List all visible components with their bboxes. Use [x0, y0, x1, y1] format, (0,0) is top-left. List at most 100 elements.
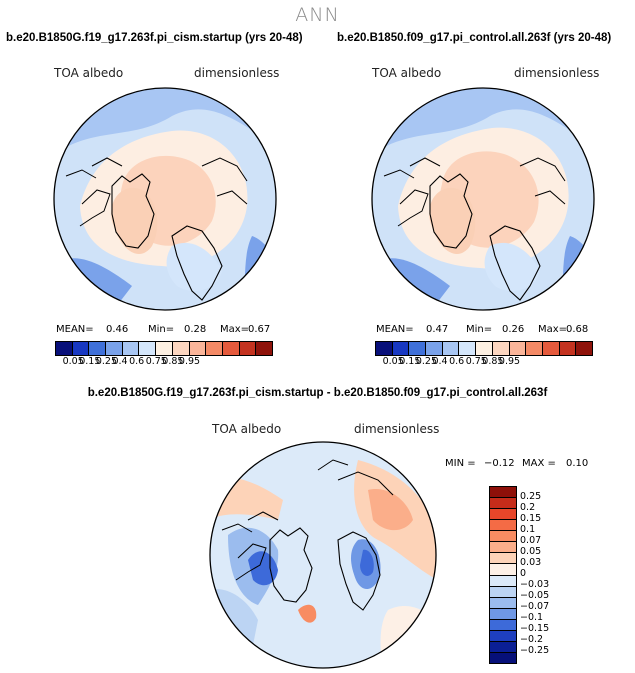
greenland-region [111, 187, 158, 254]
scandinavia-region [166, 242, 222, 291]
colorbar-tick-label: 0.4 [112, 356, 128, 367]
colorbar-swatch [559, 342, 577, 355]
colorbar-swatch [490, 652, 516, 663]
siberia-coastline [201, 157, 248, 205]
colorbar-swatch [426, 342, 443, 355]
colorbar-tick-label: −0.2 [520, 634, 544, 645]
colorbar-tick-label: −0.07 [520, 601, 550, 612]
colorbar-swatch [490, 630, 516, 642]
colorbar-swatch [490, 509, 516, 521]
colorbar-tick-label: 0.6 [449, 356, 465, 367]
colorbar-tick-label: −0.05 [520, 590, 550, 601]
colorbar-swatch [542, 342, 560, 355]
colorbar-tick-label: −0.1 [520, 612, 544, 623]
panel-1-polar-map [53, 87, 277, 311]
panel-1-mean-value: 0.46 [106, 324, 129, 335]
colorbar-swatch [106, 342, 123, 355]
colorbar-tick-label: −0.25 [520, 645, 550, 656]
siberia-coastline [317, 459, 394, 496]
scandinavia-coastline [171, 225, 223, 301]
greenland-coastline [111, 173, 155, 249]
colorbar-swatch [376, 342, 393, 355]
positive-anomaly-core [368, 489, 413, 531]
scandinavia-region [484, 242, 540, 291]
greenland-coastline [269, 527, 313, 603]
colorbar-tick-label: 0.4 [432, 356, 448, 367]
panel-2-mean-value: 0.47 [426, 324, 449, 335]
colorbar-tick-label: −0.03 [520, 579, 550, 590]
diff-panel-title: b.e20.B1850G.f19_g17.263f.pi_cism.startu… [87, 387, 548, 399]
panel-2-colorbar-labels: 0.05 0.15 0.25 0.4 0.6 0.75 0.85 0.95 [375, 356, 591, 370]
colorbar-swatch [89, 342, 107, 355]
colorbar-swatch [490, 619, 516, 631]
colorbar-swatch [490, 575, 516, 587]
diff-max-label: MAX = [522, 458, 556, 469]
diff-panel-variable: TOA albedo [212, 422, 282, 436]
colorbar-tick-label: 0 [520, 568, 527, 579]
scandinavia-coastline [337, 531, 381, 611]
colorbar-swatch [490, 542, 516, 554]
scandinavia-coastline [489, 225, 541, 301]
panel-1-variable: TOA albedo [54, 66, 124, 80]
greenland-region [429, 187, 476, 254]
diff-min-value: −0.12 [484, 458, 515, 469]
colorbar-tick-label: 0.05 [520, 546, 542, 557]
colorbar-tick-label: 0.85 [162, 356, 184, 367]
colorbar-swatch [409, 342, 427, 355]
colorbar-tick-label: 0.05 [62, 356, 84, 367]
positive-anomaly-south [298, 604, 317, 623]
colorbar-swatch [172, 342, 190, 355]
colorbar-swatch [256, 342, 272, 355]
colorbar-swatch [122, 342, 140, 355]
colorbar-swatch [490, 608, 516, 620]
panel-2-max-label: Max= [538, 324, 568, 335]
colorbar-tick-label: 0.75 [465, 356, 487, 367]
colorbar-swatch [476, 342, 493, 355]
colorbar-swatch [139, 342, 157, 355]
panel-1-mean-label: MEAN= [56, 324, 94, 335]
panel-1-colorbar-labels: 0.05 0.15 0.25 0.4 0.6 0.75 0.85 0.95 [55, 356, 271, 370]
colorbar-tick-label: 0.85 [482, 356, 504, 367]
colorbar-tick-label: 0.15 [79, 356, 101, 367]
map-boundary [371, 87, 595, 311]
neutral-southeast [380, 606, 436, 668]
panel-1-units: dimensionless [194, 66, 280, 80]
colorbar-tick-label: 0.1 [520, 524, 536, 535]
panel-1-max-value: 0.67 [248, 324, 271, 335]
colorbar-tick-label: 0.07 [520, 535, 542, 546]
colorbar-swatch [490, 553, 516, 565]
diff-colorbar-labels: 0.25 0.2 0.15 0.1 0.07 0.05 0.03 0 −0.03 −0.05 −0.… [520, 486, 580, 662]
canada-coastline [383, 157, 441, 227]
colorbar-tick-label: −0.15 [520, 623, 550, 634]
map-boundary [53, 87, 277, 311]
colorbar-swatch [239, 342, 257, 355]
diff-colorbar [489, 486, 517, 664]
colorbar-swatch [189, 342, 207, 355]
panel-2-min-label: Min= [466, 324, 493, 335]
colorbar-tick-label: 0.25 [520, 491, 542, 502]
map-boundary [209, 441, 437, 669]
colorbar-tick-label: 0.03 [520, 557, 542, 568]
panel-2-colorbar [375, 341, 593, 356]
canada-coastline [65, 157, 123, 227]
panel-1-colorbar [55, 341, 273, 356]
panel-1-max-label: Max= [220, 324, 250, 335]
panel-1-min-label: Min= [148, 324, 175, 335]
colorbar-swatch [442, 342, 460, 355]
colorbar-swatch [222, 342, 240, 355]
colorbar-swatch [156, 342, 173, 355]
panel-2-variable: TOA albedo [372, 66, 442, 80]
colorbar-swatch [490, 597, 516, 609]
colorbar-swatch [490, 531, 516, 543]
colorbar-tick-label: 0.6 [129, 356, 145, 367]
panel-1-title: b.e20.B1850G.f19_g17.263f.pi_cism.startu… [6, 32, 303, 44]
colorbar-swatch [576, 342, 592, 355]
siberia-coastline [519, 157, 566, 205]
panel-2-mean-label: MEAN= [376, 324, 414, 335]
panel-2-max-value: 0.68 [566, 324, 589, 335]
colorbar-tick-label: 0.15 [399, 356, 421, 367]
negative-anomaly-core-scandinavia [360, 549, 374, 576]
colorbar-swatch [72, 342, 90, 355]
colorbar-tick-label: 0.95 [498, 356, 521, 367]
canada-coastline [221, 511, 279, 581]
